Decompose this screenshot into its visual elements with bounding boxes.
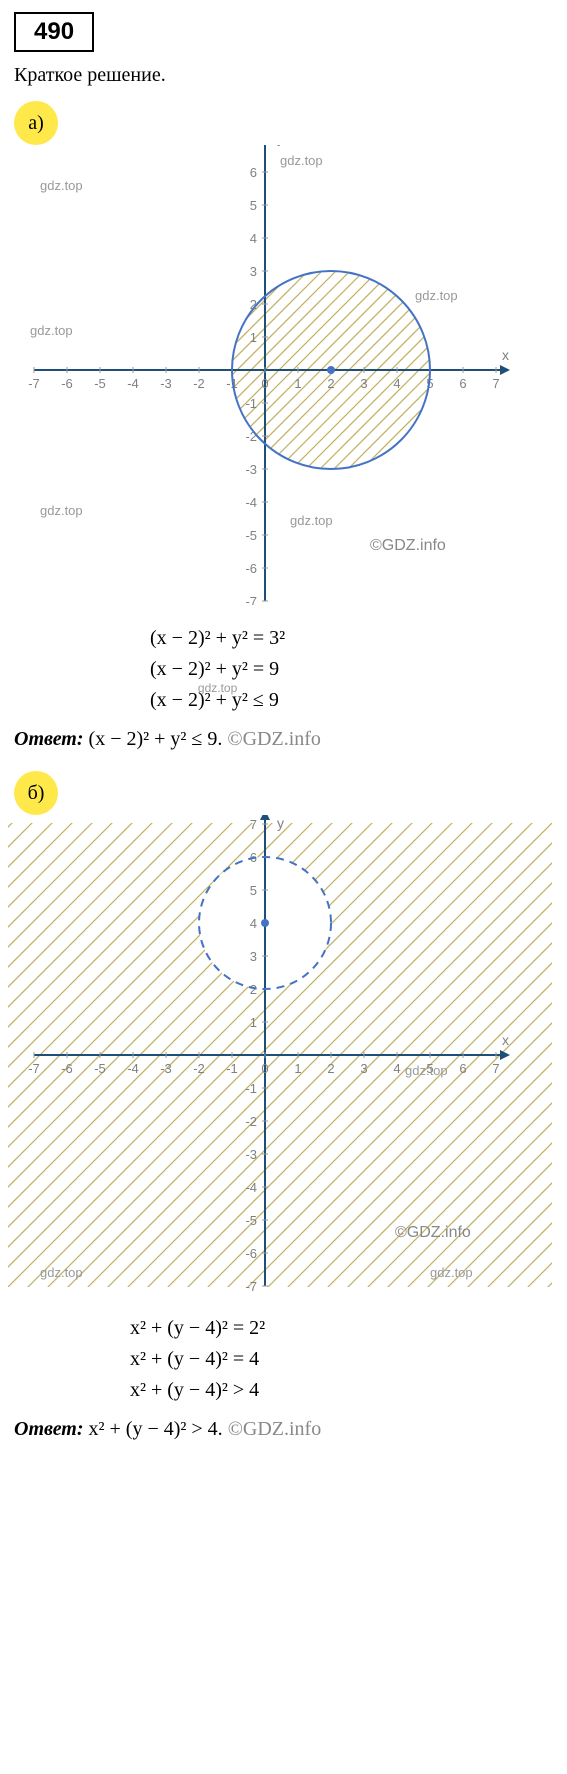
- svg-text:gdz.top: gdz.top: [30, 323, 73, 338]
- svg-text:-3: -3: [160, 1061, 172, 1076]
- svg-text:gdz.top: gdz.top: [290, 513, 333, 528]
- svg-text:gdz.top: gdz.top: [40, 178, 83, 193]
- svg-text:-4: -4: [245, 495, 257, 510]
- chart-b: -7 -6 -5 -4 -3 -2 -1 0 1 2 3 4 5 6 7 -7 -6 -5 -4 -3 -2 -1 1 2 3 4…: [0, 815, 560, 1295]
- equation-line: x² + (y − 4)² = 4: [130, 1348, 265, 1371]
- svg-text:4: 4: [393, 376, 400, 391]
- svg-text:1: 1: [250, 330, 257, 345]
- equations-b: x² + (y − 4)² = 2² x² + (y − 4)² = 4 x² …: [0, 1309, 567, 1410]
- svg-text:-7: -7: [245, 1279, 257, 1294]
- subtitle: Краткое решение.: [14, 64, 567, 87]
- svg-text:2: 2: [250, 982, 257, 997]
- svg-text:7: 7: [492, 1061, 499, 1076]
- svg-text:2: 2: [327, 1061, 334, 1076]
- part-b-label: б): [14, 771, 58, 815]
- svg-text:-1: -1: [245, 1081, 257, 1096]
- svg-text:-3: -3: [245, 1147, 257, 1162]
- answer-label: Ответ:: [14, 728, 84, 750]
- svg-text:-5: -5: [94, 376, 106, 391]
- svg-text:7: 7: [492, 376, 499, 391]
- svg-text:x: x: [502, 347, 509, 363]
- svg-text:6: 6: [459, 1061, 466, 1076]
- copyright-text: ©GDZ.info: [228, 1418, 322, 1440]
- svg-text:4: 4: [250, 916, 257, 931]
- svg-text:gdz.top: gdz.top: [40, 503, 83, 518]
- svg-text:0: 0: [261, 1061, 268, 1076]
- svg-text:-2: -2: [245, 429, 257, 444]
- svg-text:4: 4: [393, 1061, 400, 1076]
- svg-text:-6: -6: [245, 561, 257, 576]
- problem-number: 490: [14, 12, 94, 52]
- part-a-label: а): [14, 101, 58, 145]
- svg-text:x: x: [502, 1032, 509, 1048]
- equation-line: (x − 2)² + y² = 3²: [150, 627, 285, 650]
- svg-text:-4: -4: [245, 1180, 257, 1195]
- svg-text:gdz.top: gdz.top: [415, 288, 458, 303]
- svg-text:7: 7: [250, 145, 257, 147]
- svg-text:-4: -4: [127, 376, 139, 391]
- answer-expression: (x − 2)² + y² ≤ 9.: [89, 728, 223, 750]
- svg-text:©GDZ.info: ©GDZ.info: [395, 1224, 471, 1241]
- svg-text:-6: -6: [245, 1246, 257, 1261]
- svg-text:-3: -3: [160, 376, 172, 391]
- svg-text:-5: -5: [94, 1061, 106, 1076]
- svg-text:6: 6: [459, 376, 466, 391]
- equation-line: x² + (y − 4)² = 2²: [130, 1317, 265, 1340]
- svg-text:gdz.top: gdz.top: [430, 1265, 473, 1280]
- answer-b: Ответ: x² + (y − 4)² > 4. ©GDZ.info: [14, 1418, 553, 1441]
- svg-text:4: 4: [250, 231, 257, 246]
- svg-text:-2: -2: [193, 1061, 205, 1076]
- svg-text:1: 1: [294, 376, 301, 391]
- equations-a: (x − 2)² + y² = 3² (x − 2)² + y² = 9 gdz…: [0, 619, 567, 720]
- svg-text:2: 2: [327, 376, 334, 391]
- svg-text:1: 1: [250, 1015, 257, 1030]
- svg-text:6: 6: [250, 165, 257, 180]
- svg-text:3: 3: [360, 1061, 367, 1076]
- page-container: 490 Краткое решение. а) -7 -6 -5 -4 -3 -2 -1 0 1…: [0, 0, 567, 1441]
- svg-text:5: 5: [250, 883, 257, 898]
- svg-text:y: y: [277, 145, 284, 146]
- svg-text:-3: -3: [245, 462, 257, 477]
- svg-text:gdz.top: gdz.top: [405, 1063, 448, 1078]
- svg-text:0: 0: [261, 376, 268, 391]
- svg-text:1: 1: [294, 1061, 301, 1076]
- svg-text:©GDZ.info: ©GDZ.info: [370, 537, 446, 554]
- svg-text:-5: -5: [245, 528, 257, 543]
- svg-text:-1: -1: [226, 1061, 238, 1076]
- svg-text:-4: -4: [127, 1061, 139, 1076]
- chart-a-wrapper: -7-6-5-4-3-2-101234567-7-6-5-4-3-2-11234…: [0, 145, 567, 605]
- svg-text:-6: -6: [61, 1061, 73, 1076]
- svg-text:-7: -7: [245, 594, 257, 605]
- chart-a: -7-6-5-4-3-2-101234567-7-6-5-4-3-2-11234…: [0, 145, 560, 605]
- equation-line: (x − 2)² + y² ≤ 9: [150, 689, 285, 712]
- svg-text:-1: -1: [245, 396, 257, 411]
- answer-label: Ответ:: [14, 1418, 84, 1440]
- chart-b-wrapper: -7 -6 -5 -4 -3 -2 -1 0 1 2 3 4 5 6 7 -7 -6 -5 -4 -3 -2 -1 1 2 3 4…: [0, 815, 567, 1295]
- answer-expression: x² + (y − 4)² > 4.: [89, 1418, 223, 1440]
- svg-text:-7: -7: [28, 376, 40, 391]
- svg-text:gdz.top: gdz.top: [280, 153, 323, 168]
- svg-text:3: 3: [250, 949, 257, 964]
- equation-line: (x − 2)² + y² = 9: [150, 658, 285, 681]
- copyright-text: ©GDZ.info: [227, 728, 321, 750]
- svg-text:-2: -2: [245, 1114, 257, 1129]
- svg-text:3: 3: [360, 376, 367, 391]
- svg-text:-6: -6: [61, 376, 73, 391]
- svg-text:-5: -5: [245, 1213, 257, 1228]
- answer-a: Ответ: (x − 2)² + y² ≤ 9. ©GDZ.info: [14, 728, 553, 751]
- svg-text:7: 7: [250, 817, 257, 832]
- svg-text:5: 5: [250, 198, 257, 213]
- svg-text:-2: -2: [193, 376, 205, 391]
- svg-text:3: 3: [250, 264, 257, 279]
- svg-text:y: y: [277, 815, 284, 831]
- svg-text:-7: -7: [28, 1061, 40, 1076]
- svg-text:gdz.top: gdz.top: [40, 1265, 83, 1280]
- equation-line: x² + (y − 4)² > 4: [130, 1379, 265, 1402]
